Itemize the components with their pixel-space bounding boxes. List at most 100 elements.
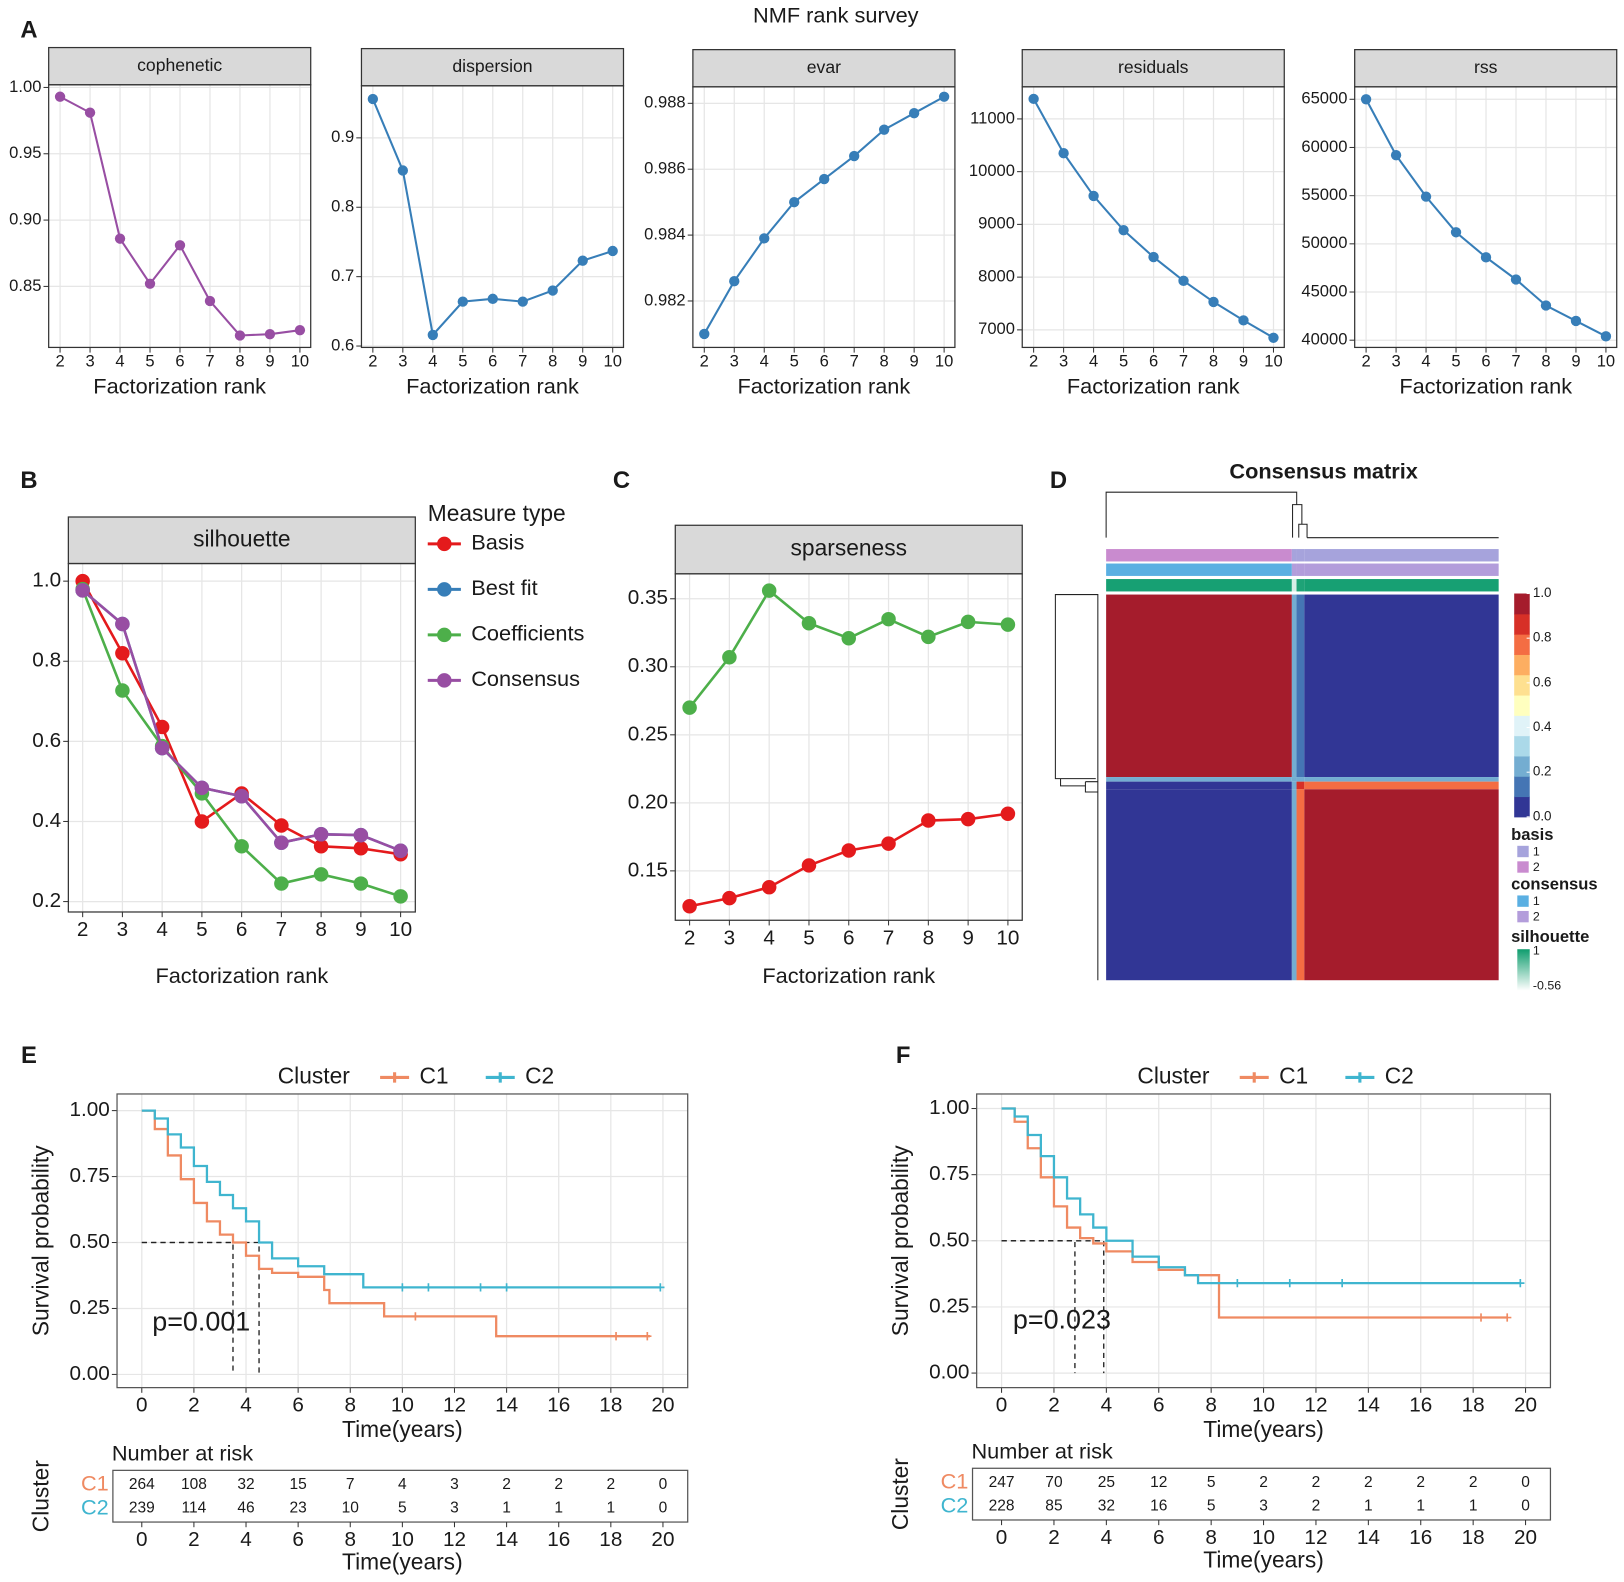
point — [849, 150, 860, 162]
x-tick-label: 10 — [1252, 1394, 1275, 1417]
strip-title: rss — [1474, 57, 1498, 77]
x-tick-label: 5 — [803, 926, 815, 949]
censor-mark — [1338, 1278, 1347, 1288]
colorbar-band — [1514, 715, 1530, 737]
risk-x-tick-label: 8 — [344, 1528, 356, 1551]
y-tick-label: 9000 — [978, 214, 1015, 233]
point — [881, 611, 896, 627]
x-tick-label: 3 — [1059, 352, 1068, 371]
risk-x-tick-label: 2 — [188, 1528, 200, 1551]
legend-title: Measure type — [428, 500, 566, 526]
y-tick-label: 10000 — [969, 161, 1015, 180]
x-tick-label: 6 — [1153, 1394, 1165, 1417]
point — [1208, 296, 1219, 308]
colorbar-band — [1514, 796, 1530, 818]
point — [1570, 315, 1582, 327]
panel-label: B — [20, 467, 37, 494]
x-axis-label: Factorization rank — [155, 963, 328, 988]
survival-curve — [141, 1109, 661, 1289]
colorbar-tick-label: 0.2 — [1533, 764, 1552, 779]
point — [1600, 331, 1612, 342]
x-tick-label: 9 — [1571, 352, 1580, 371]
point — [144, 278, 156, 289]
risk-x-tick-label: 20 — [1514, 1526, 1537, 1549]
x-tick-label: 8 — [1541, 352, 1550, 371]
x-tick-label: 7 — [883, 926, 895, 949]
point — [921, 813, 936, 828]
censor-mark — [398, 1283, 407, 1292]
y-tick-label: 1.00 — [69, 1098, 109, 1121]
y-tick-label: 0.50 — [69, 1230, 109, 1253]
colorbar-band — [1514, 755, 1530, 777]
x-axis-label: Factorization rank — [93, 373, 266, 398]
risk-row-label: C2 — [941, 1492, 969, 1517]
point — [1118, 225, 1129, 236]
risk-count: 228 — [989, 1498, 1015, 1515]
x-tick-label: 2 — [55, 352, 64, 371]
heatmap-cell — [1106, 781, 1292, 790]
risk-x-tick-label: 0 — [996, 1526, 1008, 1549]
point — [729, 276, 740, 287]
risk-row-label: C1 — [81, 1471, 109, 1496]
risk-count: 0 — [659, 1500, 668, 1517]
legend-label: Basis — [471, 530, 524, 555]
x-tick-label: 9 — [910, 352, 919, 371]
point — [960, 811, 976, 827]
point — [722, 890, 737, 906]
censor-mark — [1285, 1278, 1294, 1288]
x-tick-label: 10 — [935, 352, 953, 371]
x-tick-label: 4 — [115, 352, 124, 371]
censor-mark — [656, 1283, 665, 1292]
risk-count: 2 — [554, 1476, 563, 1493]
y-tick-label: 0.00 — [69, 1362, 109, 1385]
x-tick-label: 20 — [1514, 1394, 1537, 1417]
point — [204, 295, 216, 307]
point — [682, 700, 697, 715]
panel-border — [976, 1093, 1552, 1389]
x-axis-label: Time(years) — [1203, 1416, 1324, 1442]
colorbar-tick-label: 0.0 — [1533, 808, 1552, 823]
risk-x-tick-label: 4 — [1101, 1526, 1113, 1549]
censor-mark — [476, 1283, 485, 1292]
row-dendrogram — [1054, 594, 1099, 981]
point — [1000, 617, 1016, 632]
panel-label: A — [20, 16, 37, 43]
x-tick-label: 4 — [156, 918, 168, 941]
risk-count: 85 — [1045, 1498, 1062, 1515]
x-tick-label: 3 — [117, 918, 129, 941]
panel-border — [674, 573, 1023, 921]
x-tick-label: 18 — [1462, 1394, 1485, 1417]
legend-label: Consensus — [471, 666, 580, 691]
risk-count: 1 — [607, 1500, 616, 1517]
colorbar-band — [1514, 654, 1530, 676]
point — [84, 107, 96, 118]
panel-border — [48, 84, 312, 349]
point — [819, 173, 830, 185]
risk-count: 2 — [502, 1476, 511, 1493]
x-tick-label: 8 — [235, 352, 244, 371]
x-tick-label: 0 — [136, 1394, 148, 1417]
point — [878, 124, 890, 135]
x-tick-label: 12 — [443, 1394, 466, 1417]
risk-row-label: C2 — [81, 1494, 109, 1519]
point — [274, 818, 289, 833]
colorbar-band — [1514, 634, 1530, 655]
risk-x-axis-label: Time(years) — [1203, 1546, 1324, 1572]
y-tick-label: 0.25 — [628, 722, 668, 745]
colorbar-band — [1514, 776, 1530, 798]
censor-mark — [502, 1283, 511, 1292]
panel-label: F — [896, 1042, 911, 1069]
legend-title: Cluster — [1137, 1062, 1210, 1088]
y-tick-label: 0.2 — [32, 889, 61, 912]
x-tick-label: 3 — [730, 352, 739, 371]
heatmap-cell — [1304, 777, 1499, 782]
annotation-swatch — [1517, 910, 1529, 923]
x-tick-label: 2 — [1361, 352, 1370, 371]
y-axis-label: Survival probability — [887, 1145, 913, 1336]
y-tick-label: 0.30 — [628, 654, 668, 677]
figure-title: NMF rank survey — [753, 2, 919, 27]
risk-x-tick-label: 16 — [1409, 1526, 1432, 1549]
x-tick-label: 2 — [188, 1394, 200, 1417]
point — [841, 843, 857, 858]
